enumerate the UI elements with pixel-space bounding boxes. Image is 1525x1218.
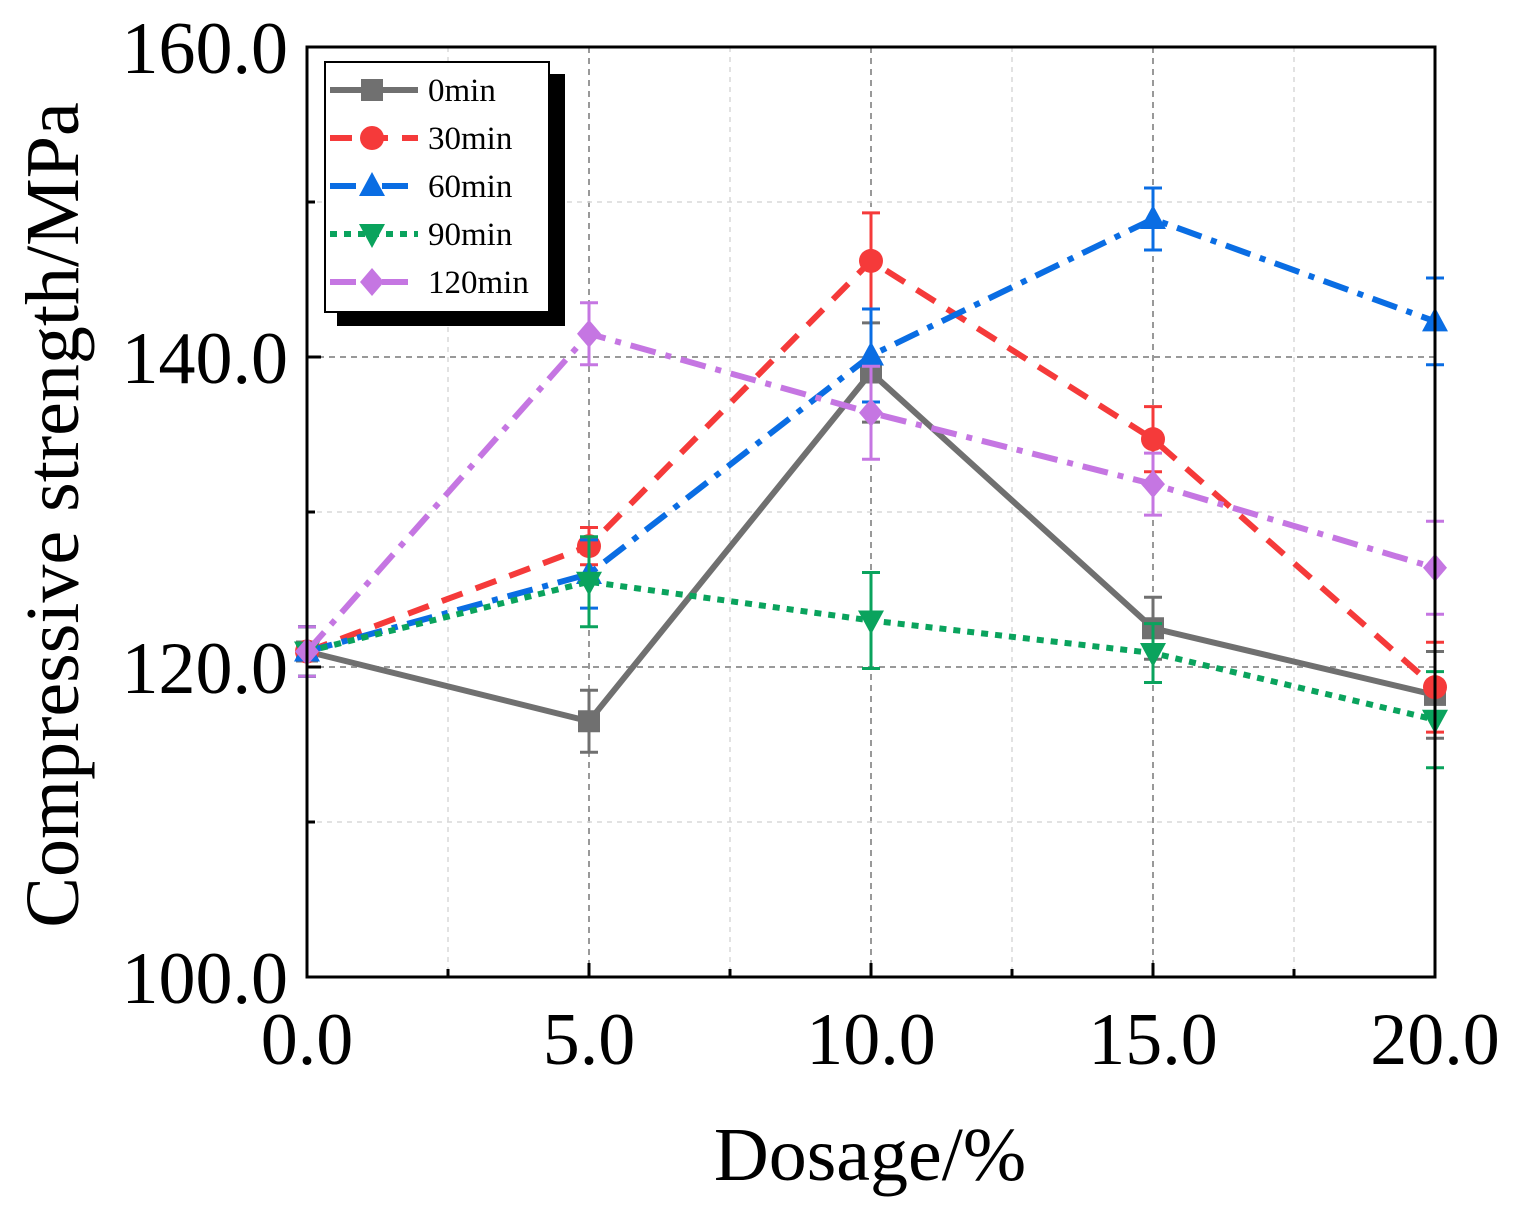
data-point xyxy=(576,571,602,596)
legend-item-30min: 30min xyxy=(330,121,512,157)
y-tick-label: 100.0 xyxy=(122,938,289,1020)
x-tick-label: 5.0 xyxy=(543,999,636,1081)
legend-label: 30min xyxy=(428,121,512,157)
legend-box xyxy=(324,61,550,313)
y-tick-label: 140.0 xyxy=(122,318,289,400)
legend-item-120min: 120min xyxy=(330,265,529,301)
y-tick-label: 160.0 xyxy=(122,8,289,90)
legend-marker xyxy=(361,79,383,101)
legend-marker xyxy=(359,224,385,248)
legend: 0min 30min 60min 90min 120min xyxy=(324,61,565,326)
x-tick-label: 20.0 xyxy=(1370,999,1500,1081)
data-point xyxy=(1141,470,1165,499)
x-tick-label: 0.0 xyxy=(261,999,354,1081)
legend-label: 120min xyxy=(428,265,529,301)
data-point xyxy=(858,610,884,635)
legend-item-0min: 0min xyxy=(330,73,496,109)
legend-item-90min: 90min xyxy=(330,217,512,253)
y-tick-label: 120.0 xyxy=(122,628,289,710)
legend-label: 0min xyxy=(428,73,496,109)
data-point xyxy=(859,248,883,273)
legend-items: 0min 30min 60min 90min 120min xyxy=(330,73,529,301)
x-tick-label: 10.0 xyxy=(806,999,936,1081)
plot-frame xyxy=(305,45,1437,979)
y-axis-title: Compressive strength/MPa xyxy=(11,102,95,927)
data-point xyxy=(1140,643,1166,668)
y-tick-labels: 100.0 120.0 140.0 160.0 xyxy=(122,8,289,1020)
legend-item-60min: 60min xyxy=(330,169,512,205)
legend-marker xyxy=(359,172,385,196)
legend-marker xyxy=(360,268,384,296)
x-axis-title: Dosage/% xyxy=(714,1113,1026,1197)
legend-label: 60min xyxy=(428,169,512,205)
data-point xyxy=(858,341,884,366)
legend-label: 90min xyxy=(428,217,512,253)
data-point xyxy=(859,398,883,427)
data-point xyxy=(1141,427,1165,452)
x-tick-labels: 0.0 5.0 10.0 15.0 20.0 xyxy=(261,999,1500,1081)
data-point xyxy=(578,710,600,733)
data-point xyxy=(1140,205,1166,230)
x-tick-label: 15.0 xyxy=(1088,999,1218,1081)
legend-marker xyxy=(360,126,384,150)
data-point xyxy=(577,319,601,348)
